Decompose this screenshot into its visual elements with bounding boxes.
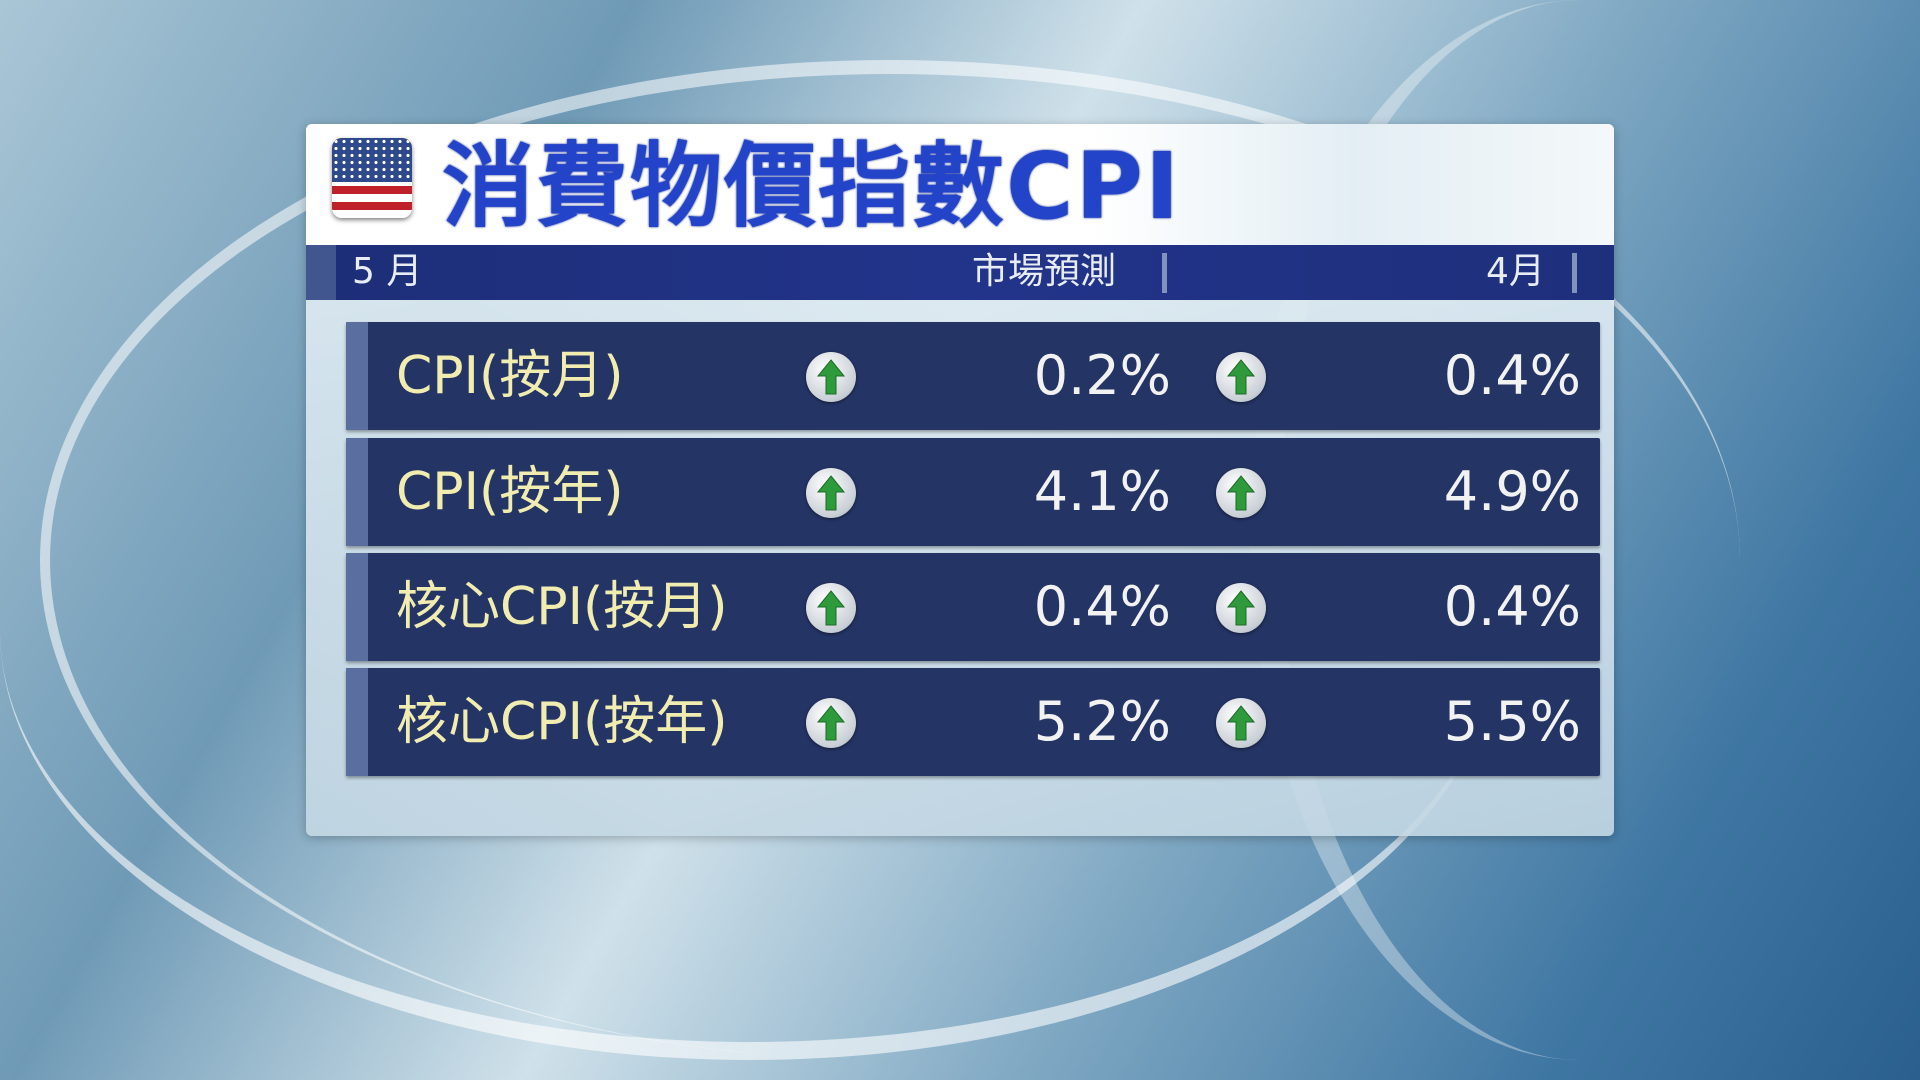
table-row: 核心CPI(按月) 0.4% 0.4% (346, 553, 1600, 661)
title-bar: 消費物價指數CPI (306, 124, 1614, 245)
up-arrow-icon (806, 352, 856, 402)
up-arrow-icon (1216, 698, 1266, 748)
up-arrow-icon (1216, 583, 1266, 633)
previous-value: 0.4% (1443, 344, 1581, 407)
row-accent (346, 322, 368, 430)
previous-value: 0.4% (1443, 575, 1581, 638)
table-row: CPI(按月) 0.2% 0.4% (346, 322, 1600, 430)
actual-value: 0.2% (1033, 344, 1171, 407)
up-arrow-icon (1216, 468, 1266, 518)
actual-value: 5.2% (1033, 690, 1171, 753)
row-label: 核心CPI(按月) (396, 577, 728, 637)
header-prev: 4月 (1486, 251, 1545, 292)
header-accent (306, 245, 336, 300)
header-month: 5 月 (352, 251, 423, 292)
row-label: 核心CPI(按年) (396, 692, 728, 752)
previous-value: 5.5% (1443, 690, 1581, 753)
table-row: CPI(按年) 4.1% 4.9% (346, 438, 1600, 546)
table-row: 核心CPI(按年) 5.2% 5.5% (346, 668, 1600, 776)
up-arrow-icon (1216, 352, 1266, 402)
row-label: CPI(按月) (396, 346, 624, 406)
header-forecast: 市場預測 (972, 251, 1117, 292)
row-label: CPI(按年) (396, 462, 624, 522)
up-arrow-icon (806, 468, 856, 518)
actual-value: 4.1% (1033, 460, 1171, 523)
row-accent (346, 553, 368, 661)
page-title: 消費物價指數CPI (442, 133, 1182, 240)
row-accent (346, 438, 368, 546)
up-arrow-icon (806, 583, 856, 633)
cpi-panel: 消費物價指數CPI 5 月 市場預測 4月 CPI(按月) 0.2% 0.4% … (306, 124, 1614, 836)
up-arrow-icon (806, 698, 856, 748)
row-accent (346, 668, 368, 776)
header-divider (1572, 253, 1577, 293)
header-divider (1162, 253, 1167, 293)
us-flag-icon (332, 138, 412, 218)
table-header: 5 月 市場預測 4月 (306, 245, 1614, 300)
previous-value: 4.9% (1443, 460, 1581, 523)
actual-value: 0.4% (1033, 575, 1171, 638)
